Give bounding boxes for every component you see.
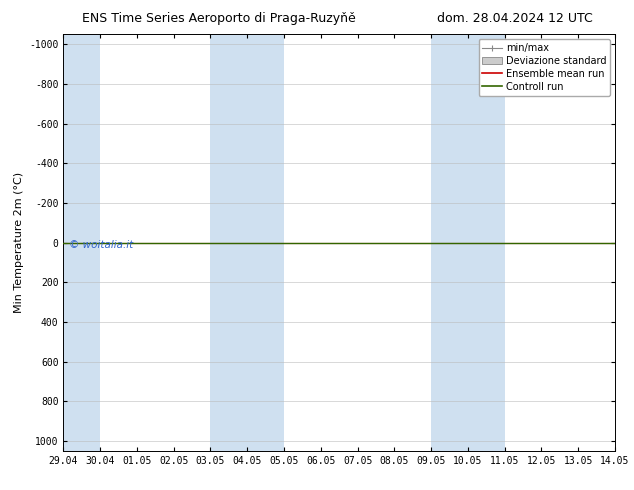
Text: dom. 28.04.2024 12 UTC: dom. 28.04.2024 12 UTC bbox=[437, 12, 593, 25]
Bar bbox=[210, 34, 284, 451]
Text: © woitalia.it: © woitalia.it bbox=[69, 240, 133, 249]
Bar bbox=[431, 34, 505, 451]
Bar bbox=[63, 34, 100, 451]
Y-axis label: Min Temperature 2m (°C): Min Temperature 2m (°C) bbox=[13, 172, 23, 313]
Legend: min/max, Deviazione standard, Ensemble mean run, Controll run: min/max, Deviazione standard, Ensemble m… bbox=[479, 39, 610, 96]
Text: ENS Time Series Aeroporto di Praga-Ruzyňě: ENS Time Series Aeroporto di Praga-Ruzyň… bbox=[82, 12, 356, 25]
